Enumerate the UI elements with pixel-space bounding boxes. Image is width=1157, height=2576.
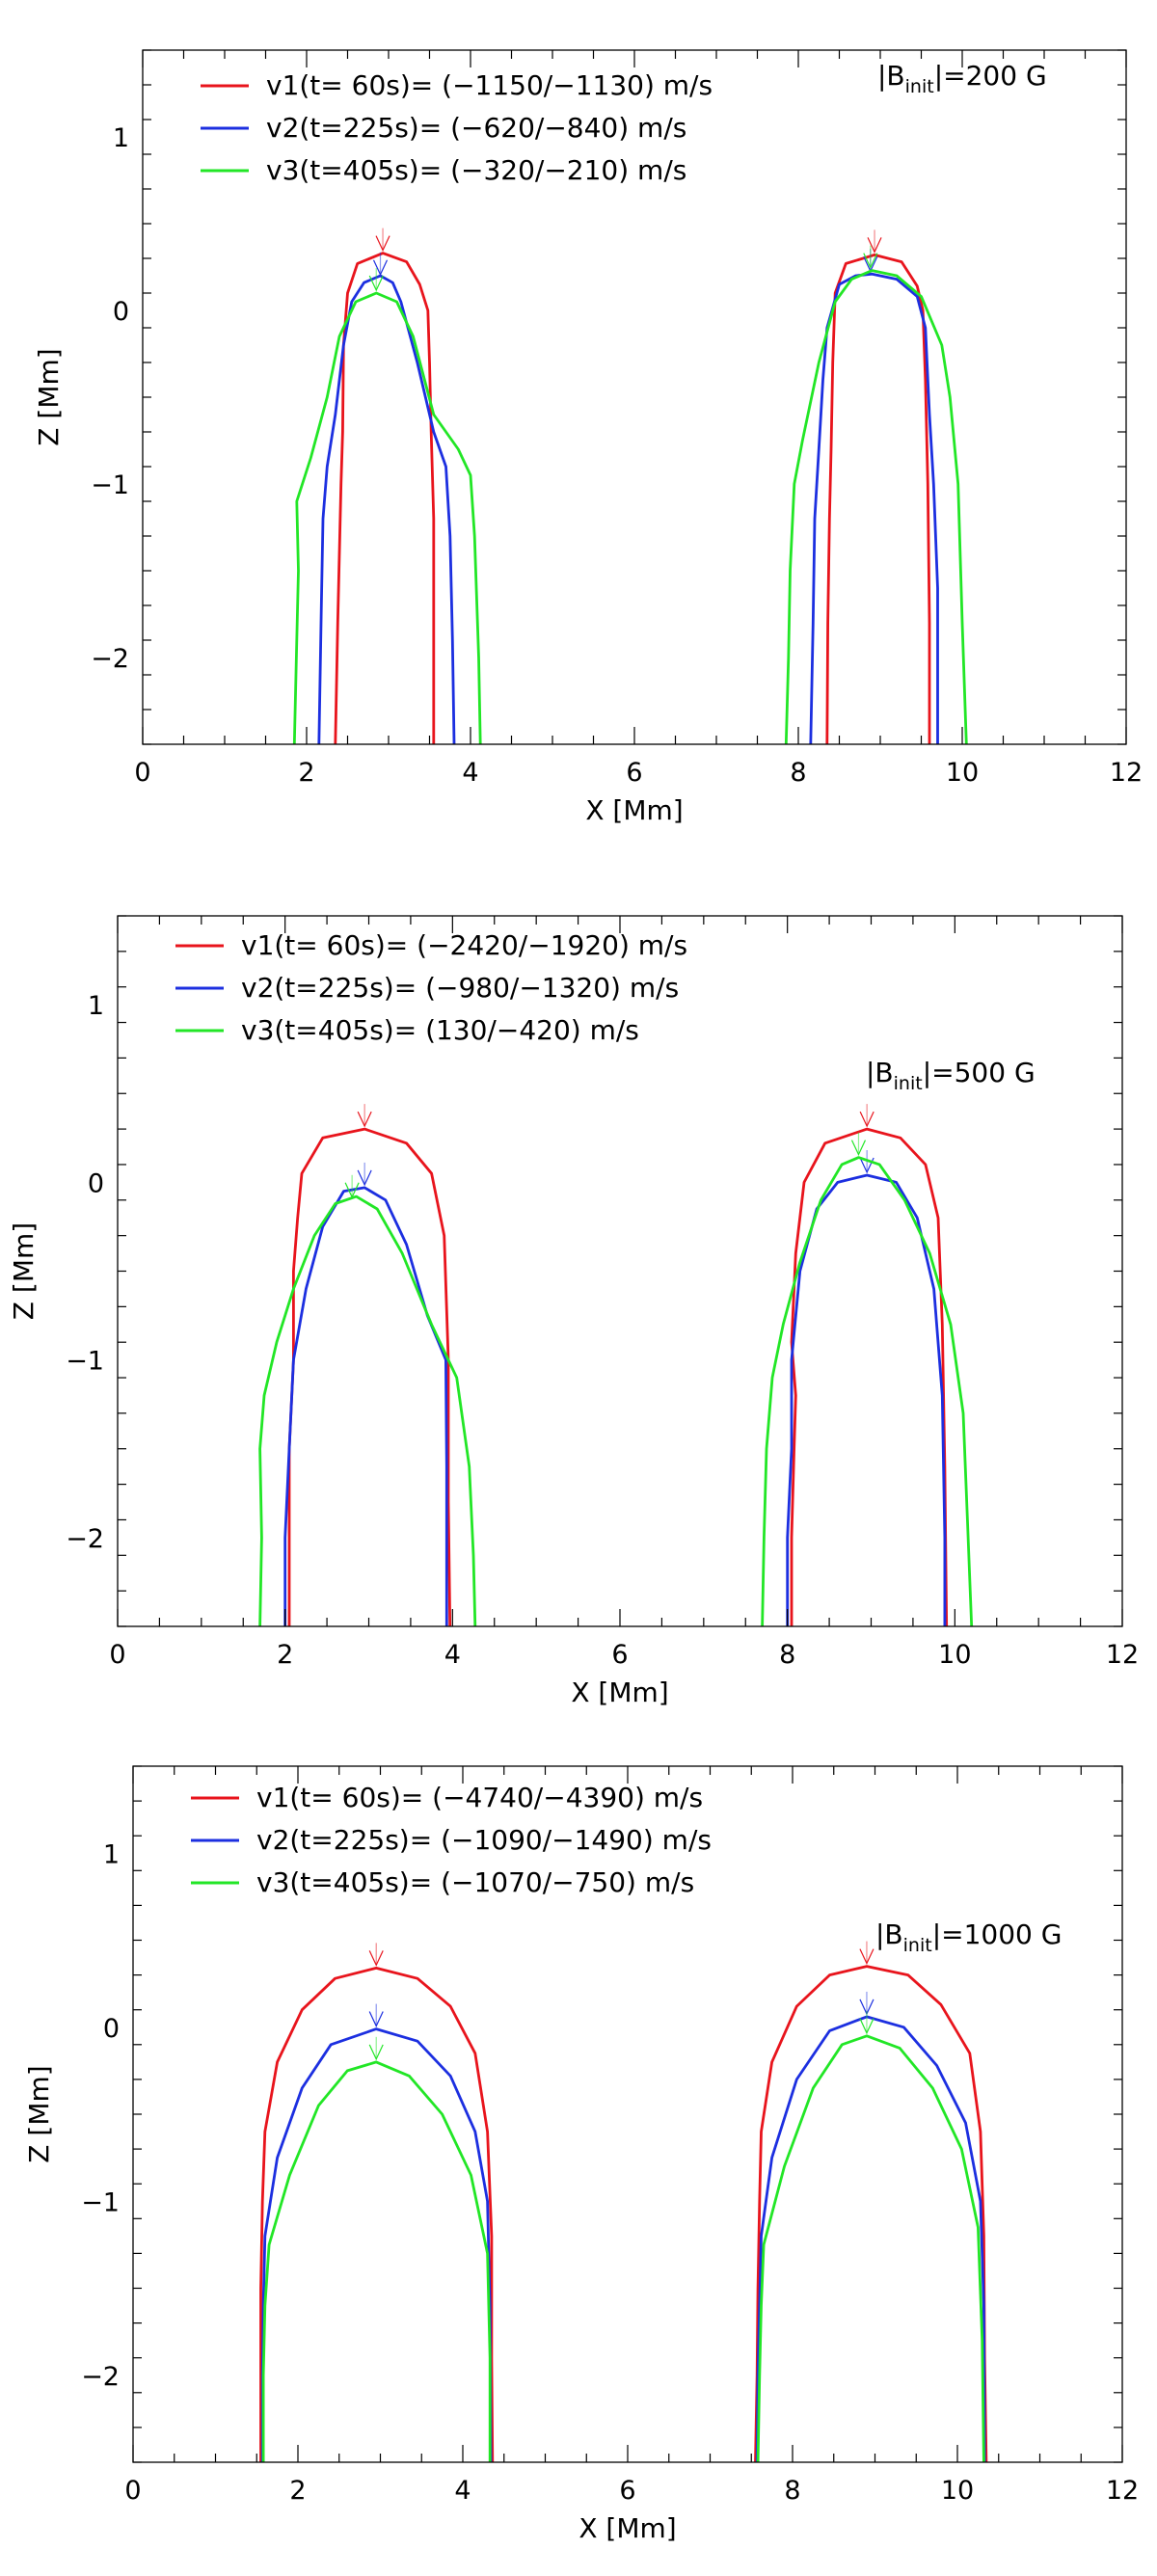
x-tick-label: 10	[946, 758, 979, 788]
y-tick-label: −1	[66, 1347, 104, 1377]
field-strength-annotation: |Binit|=1000 G	[875, 1919, 1062, 1956]
y-tick-label: −1	[91, 470, 129, 500]
series-v2-tube-2	[786, 1173, 947, 1626]
x-tick-label: 10	[938, 1640, 971, 1670]
velocity-arrow-v3-1	[344, 1182, 360, 1199]
x-axis-label: X [Mm]	[578, 2512, 676, 2544]
velocity-arrow-v1-1	[368, 1950, 384, 1967]
x-tick-label: 12	[1106, 2476, 1139, 2506]
field-strength-annotation: |Binit|=500 G	[866, 1057, 1036, 1094]
velocity-arrow-v2-1	[368, 2011, 384, 2027]
series-v2-tube-2	[755, 2015, 986, 2462]
series-v1-tube-2	[825, 254, 931, 744]
velocity-arrow-v3-1	[368, 2044, 384, 2061]
legend-label-v1: v1(t= 60s)= (−2420/−1920) m/s	[241, 929, 687, 961]
velocity-arrow-v2-1	[357, 1169, 372, 1187]
x-tick-label: 2	[277, 1640, 293, 1670]
field-strength-annotation: |Binit|=200 G	[877, 60, 1047, 97]
x-tick-label: 6	[611, 1640, 628, 1670]
y-tick-label: −2	[81, 2362, 120, 2392]
x-axis-label: X [Mm]	[585, 794, 683, 826]
y-axis-label: Z [Mm]	[23, 2065, 55, 2162]
chart-panel-500g: 0 2 4 6 8 10 12 −2 −1 0 1 X [Mm] Z [Mm] v1(t= 60s)= (…	[0, 858, 1157, 1726]
legend-label-v2: v2(t=225s)= (−620/−840) m/s	[266, 112, 686, 144]
velocity-arrow-v3-2	[850, 1140, 867, 1156]
legend-label-v2: v2(t=225s)= (−980/−1320) m/s	[241, 972, 679, 1004]
x-tick-label: 2	[298, 758, 314, 788]
x-tick-label: 0	[124, 2476, 141, 2506]
legend-label-v3: v3(t=405s)= (−1070/−750) m/s	[256, 1866, 694, 1898]
x-tick-label: 2	[289, 2476, 306, 2506]
y-tick-label: −1	[81, 2187, 120, 2217]
x-tick-label: 6	[626, 758, 642, 788]
x-tick-label: 12	[1110, 758, 1143, 788]
x-tick-label: 8	[790, 758, 806, 788]
x-tick-label: 12	[1106, 1640, 1139, 1670]
series-v3-tube-2	[784, 269, 968, 744]
chart-panel-1000g: 0 2 4 6 8 10 12 −2 −1 0 1 X [Mm] Z [Mm] v1(t= 60s)= (…	[0, 1726, 1157, 2576]
x-tick-label: 4	[444, 1640, 461, 1670]
legend-label-v2: v2(t=225s)= (−1090/−1490) m/s	[256, 1824, 712, 1856]
velocity-arrow-v2-1	[372, 259, 389, 277]
velocity-arrow-v1-2	[867, 237, 882, 254]
x-tick-label: 6	[619, 2476, 635, 2506]
chart-500g: 0 2 4 6 8 10 12 −2 −1 0 1 X [Mm] Z [Mm] v1(t= 60s)= (…	[8, 915, 1139, 1708]
chart-1000g: 0 2 4 6 8 10 12 −2 −1 0 1 X [Mm] Z [Mm] v1(t= 60s)= (…	[23, 1765, 1139, 2544]
series-v3-tube-1	[292, 291, 482, 744]
series-v3-tube-2	[761, 1156, 974, 1626]
y-tick-label: 1	[103, 1839, 120, 1869]
y-tick-label: 1	[88, 991, 104, 1021]
y-tick-label: −2	[91, 644, 129, 674]
velocity-arrow-v1-2	[859, 1948, 874, 1965]
x-tick-label: 8	[779, 1640, 795, 1670]
legend-label-v1: v1(t= 60s)= (−1150/−1130) m/s	[266, 69, 713, 101]
velocity-arrow-v1-2	[859, 1111, 874, 1128]
velocity-arrow-v3-2	[863, 253, 878, 270]
series-v1-tube-1	[334, 252, 436, 744]
x-tick-label: 8	[784, 2476, 800, 2506]
y-tick-label: 1	[113, 123, 129, 153]
y-tick-label: 0	[88, 1168, 104, 1198]
y-tick-label: 0	[103, 2014, 120, 2044]
velocity-arrow-v1-1	[357, 1111, 372, 1128]
series-v1-tube-1	[259, 1967, 495, 2462]
x-tick-label: 4	[462, 758, 478, 788]
series-v2-tube-1	[283, 1186, 448, 1626]
x-tick-label: 0	[134, 758, 150, 788]
legend-label-v3: v3(t=405s)= (−320/−210) m/s	[266, 154, 686, 186]
velocity-arrow-v3-1	[368, 275, 384, 292]
velocity-arrow-v3-2	[859, 2018, 874, 2035]
x-tick-label: 4	[454, 2476, 471, 2506]
y-tick-label: 0	[113, 297, 129, 327]
legend-label-v1: v1(t= 60s)= (−4740/−4390) m/s	[256, 1782, 703, 1813]
series-v1-tube-2	[754, 1965, 988, 2462]
series-v3-tube-1	[258, 1194, 477, 1626]
velocity-arrow-v1-1	[375, 235, 390, 253]
chart-panel-200g: 0 2 4 6 8 10 12 −2 −1 0 1 X [Mm] Z [Mm] v1(t= 60s)= (…	[0, 0, 1157, 858]
series-v3-tube-2	[756, 2034, 985, 2462]
series-v2-tube-1	[260, 2027, 493, 2462]
y-axis-label: Z [Mm]	[8, 1222, 40, 1320]
series-v1-tube-2	[790, 1127, 949, 1626]
series-v3-tube-1	[261, 2060, 492, 2462]
x-tick-label: 10	[941, 2476, 974, 2506]
y-tick-label: −2	[66, 1524, 104, 1554]
x-tick-label: 0	[109, 1640, 125, 1670]
legend-label-v3: v3(t=405s)= (130/−420) m/s	[241, 1014, 639, 1046]
x-axis-label: X [Mm]	[571, 1677, 668, 1708]
chart-200g: 0 2 4 6 8 10 12 −2 −1 0 1 X [Mm] Z [Mm] v1(t= 60s)= (…	[33, 49, 1143, 826]
y-axis-label: Z [Mm]	[33, 348, 65, 445]
